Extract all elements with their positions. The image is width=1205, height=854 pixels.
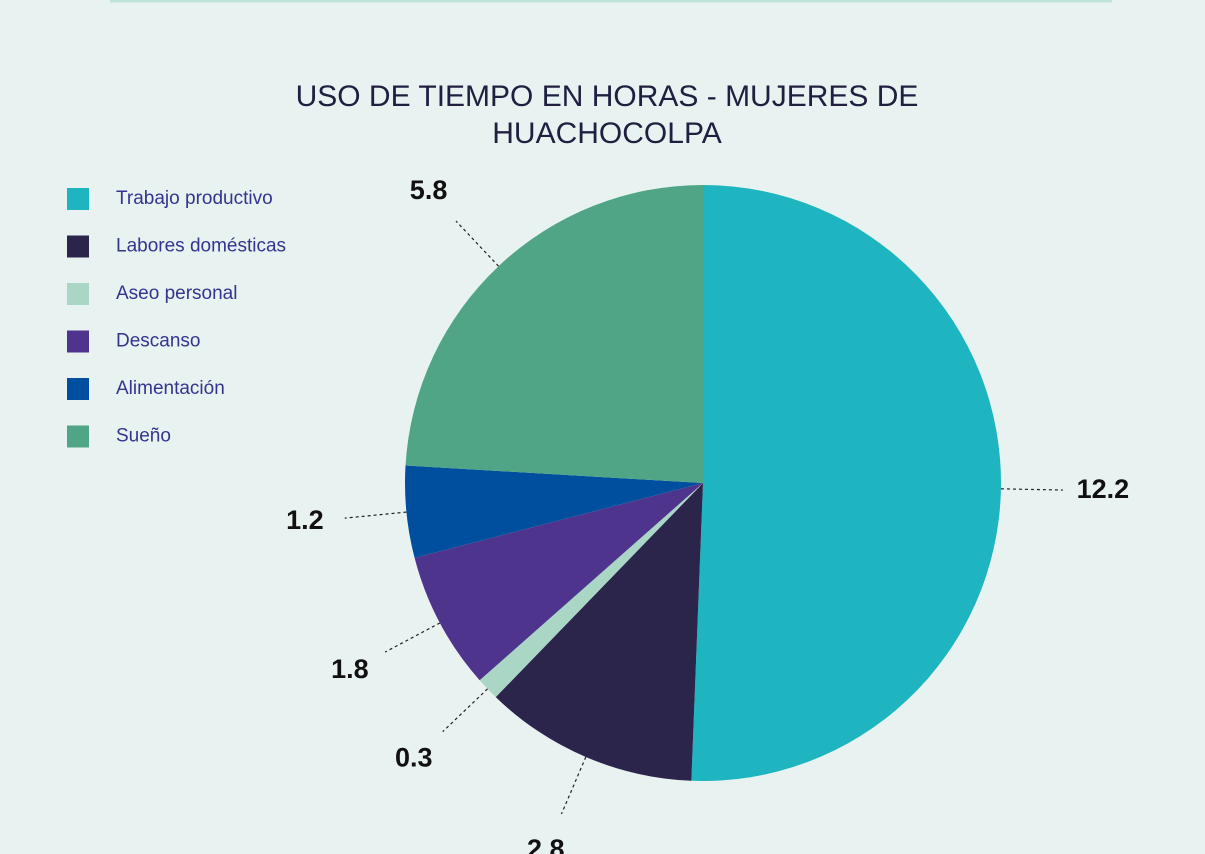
legend-swatch xyxy=(67,188,89,210)
legend-label: Descanso xyxy=(116,331,201,352)
legend-label: Alimentación xyxy=(116,378,225,399)
leader-line xyxy=(344,511,407,519)
pie-slice xyxy=(691,185,1001,781)
leader-line xyxy=(1000,488,1063,491)
legend-label: Aseo personal xyxy=(116,283,237,304)
legend-label: Labores domésticas xyxy=(116,236,286,257)
leader-line xyxy=(384,622,441,653)
pie-slice xyxy=(414,483,703,681)
legend-label: Trabajo productivo xyxy=(116,188,273,209)
chart-title: USO DE TIEMPO EN HORAS - MUJERES DE HUAC… xyxy=(295,80,919,150)
pie-slice xyxy=(495,483,703,781)
data-label: 12.2 xyxy=(1077,474,1130,504)
pie-slice xyxy=(405,465,703,558)
data-label: 5.8 xyxy=(410,175,448,205)
legend-swatch xyxy=(67,378,89,400)
pie-slice xyxy=(405,185,703,483)
leader-line xyxy=(455,220,499,267)
data-label: 0.3 xyxy=(395,742,433,772)
pie-slice xyxy=(479,483,703,698)
data-label: 1.2 xyxy=(286,505,324,535)
legend-swatch xyxy=(67,283,89,305)
data-label: 1.8 xyxy=(331,654,369,684)
legend-swatch xyxy=(67,235,89,258)
legend-swatch xyxy=(67,330,89,353)
data-label: 2.8 xyxy=(527,834,565,854)
legend-swatch xyxy=(67,425,89,448)
legend-label: Sueño xyxy=(116,426,171,447)
leader-line xyxy=(442,688,488,733)
leader-line xyxy=(560,756,587,815)
